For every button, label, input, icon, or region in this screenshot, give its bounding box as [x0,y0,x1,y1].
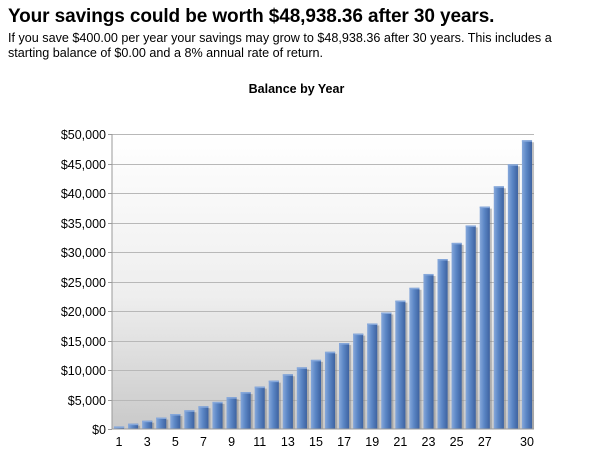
headline: Your savings could be worth $48,938.36 a… [8,6,495,27]
y-tick-label: $45,000 [61,158,106,172]
x-tick-label: 23 [422,435,436,449]
bar [156,417,169,429]
y-tick-label: $20,000 [61,305,106,319]
bar [212,401,225,429]
bar [339,343,352,429]
y-tick-label: $50,000 [61,128,106,142]
bar [324,351,338,429]
bar [437,259,450,429]
y-tick-label: $40,000 [61,187,106,201]
x-tick-label: 25 [450,435,464,449]
bar [521,140,535,429]
x-tick-label: 9 [228,435,235,449]
x-tick-label: 11 [253,435,266,449]
bar [507,164,520,429]
y-tick-label: $10,000 [61,364,106,378]
bar [395,300,408,429]
x-tick-label: 7 [200,435,207,449]
y-tick-label: $30,000 [61,246,106,260]
y-tick-label: $5,000 [68,394,106,408]
plot-background [112,134,534,429]
bar [128,423,141,429]
x-tick-label: 27 [478,435,492,449]
bar [268,380,281,429]
x-tick-label: 13 [281,435,295,449]
x-tick-label: 21 [393,435,407,449]
bar [367,323,380,429]
bar [226,397,239,429]
bar [198,406,211,429]
bar [170,414,183,429]
x-tick-label: 30 [520,435,534,449]
bar [142,420,155,429]
x-tick-label: 5 [172,435,179,449]
bar [465,225,478,429]
bar [184,410,197,429]
y-tick-label: $25,000 [61,276,106,290]
bar [381,312,394,429]
bar [282,374,295,429]
bar [423,273,436,429]
x-axis-ticks: 1 3 5 7 9 11 13 15 17 19 21 23 25 27 30 [116,435,534,449]
bar [310,359,324,429]
x-tick-label: 3 [144,435,151,449]
summary-text: If you save $400.00 per year your saving… [8,31,552,60]
bar [409,287,422,429]
y-axis-ticks: $0 $5,000 $10,000 $15,000 $20,000 $25,000 $30,… [61,128,112,437]
gridlines [112,134,534,401]
bar [296,367,309,429]
chart-title: Balance by Year [248,82,345,96]
bar [493,186,506,429]
bar [479,206,492,429]
bar [353,333,366,429]
bar [240,392,253,429]
x-tick-label: 17 [337,435,351,449]
bar [254,386,267,429]
y-tick-label: $15,000 [61,335,106,349]
bars [113,140,535,429]
x-tick-label: 1 [116,435,123,449]
y-tick-label: $35,000 [61,217,106,231]
bar [451,242,464,429]
y-tick-label: $0 [92,423,106,437]
x-tick-label: 15 [309,435,323,449]
x-tick-label: 19 [365,435,379,449]
